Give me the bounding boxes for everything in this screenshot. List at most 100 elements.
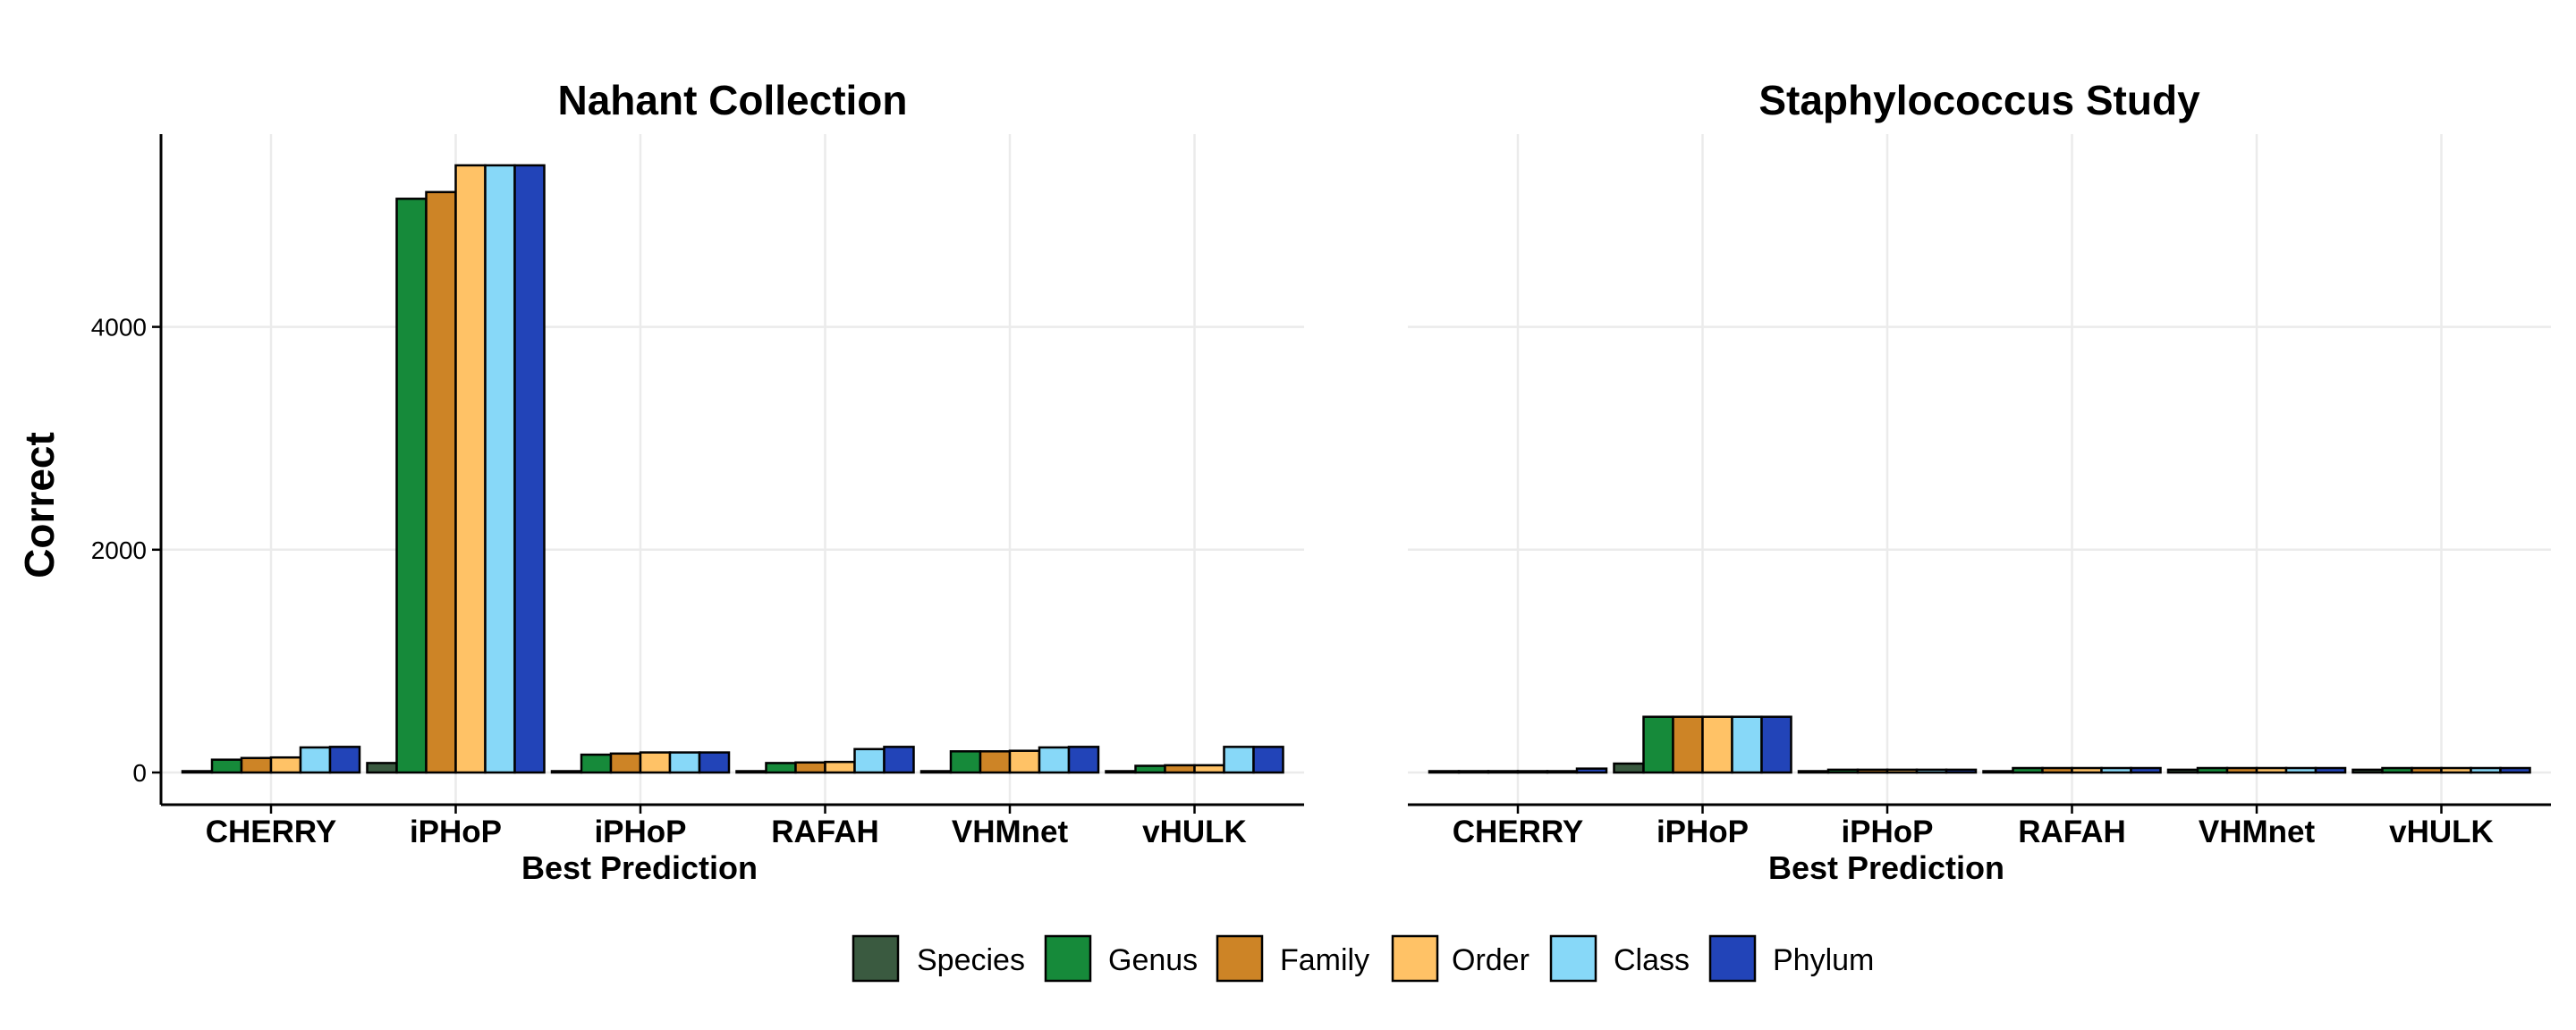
legend-label-species: Species [917,943,1025,977]
bar-class-1 [1731,715,1763,774]
bar-family-2 [609,752,642,774]
legend-swatch-species [852,934,900,983]
bar-class-2 [668,751,701,774]
x-tick-label: iPHoP [1841,815,1933,849]
bar-family-2 [1856,768,1889,774]
bar-species-1 [1613,762,1645,774]
bar-order-0 [1516,770,1549,774]
bar-family-3 [794,761,826,774]
bar-species-2 [550,770,583,774]
legend-label-family: Family [1280,943,1369,977]
bar-species-4 [2166,768,2199,774]
x-tick-label: iPHoP [1657,815,1749,849]
bar-class-0 [299,746,332,774]
grid [1408,134,2551,805]
legend-swatch-phylum [1708,934,1757,983]
legend: Species Genus Family Order Class Phylum [852,934,1874,983]
bar-species-0 [1428,770,1461,774]
chart-panel-1: 0 2000 4000 CHERRY iPHoP iPHoP RAFAH VHMnet vHUL… [91,77,1304,886]
chart-panels: 0 2000 4000 CHERRY iPHoP iPHoP RAFAH VHMnet vHUL… [91,77,2551,886]
bar-class-1 [484,164,516,774]
x-tick-label: vHULK [2389,815,2494,849]
legend-label-phylum: Phylum [1773,943,1874,977]
bar-species-2 [1797,770,1830,774]
y-axis-label: Correct [16,432,63,578]
bar-order-4 [2255,766,2288,774]
bar-species-5 [1105,770,1137,774]
bar-class-3 [2100,766,2132,774]
bar-phylum-2 [1945,768,1978,774]
bar-species-3 [1982,770,2014,774]
legend-swatch-family [1216,934,1264,983]
bar-class-4 [1038,746,1071,774]
bar-species-1 [366,762,398,774]
legend-label-genus: Genus [1108,943,1198,977]
legend-label-class: Class [1614,943,1690,977]
bar-genus-1 [1642,715,1674,774]
bar-genus-1 [395,198,428,774]
x-axis-title: Best Prediction [521,849,758,886]
bar-species-0 [181,770,214,774]
bar-order-5 [2440,766,2472,774]
bar-species-5 [2351,768,2384,774]
bar-genus-5 [1134,764,1166,774]
bar-family-0 [1487,770,1520,774]
chart-panel-2: CHERRY iPHoP iPHoP RAFAH VHMnet vHULK Staphylo… [1408,77,2551,886]
bar-genus-0 [210,758,243,774]
bar-order-4 [1008,749,1041,774]
bar-genus-4 [2196,766,2229,774]
x-tick-label: vHULK [1142,815,1247,849]
bar-phylum-0 [328,746,361,774]
x-tick-label: VHMnet [2199,815,2316,849]
bar-class-4 [2284,766,2318,774]
bar-genus-0 [1457,770,1490,774]
x-axis-title: Best Prediction [1768,849,2004,886]
bar-order-2 [1885,768,1919,774]
bar-genus-3 [2012,766,2044,774]
bar-phylum-5 [2499,766,2531,774]
bar-class-3 [853,747,886,774]
bar-phylum-3 [2130,766,2162,774]
bar-family-5 [1164,764,1196,774]
legend-label-order: Order [1452,943,1530,977]
bar-order-2 [639,751,672,774]
x-tick-label: CHERRY [206,815,337,849]
bars [1428,715,2531,774]
bar-phylum-5 [1252,746,1284,774]
bar-family-3 [2041,766,2073,774]
bar-order-0 [269,756,302,774]
x-tick-label: VHMnet [952,815,1069,849]
legend-swatch-class [1549,934,1597,983]
bar-genus-3 [765,762,797,774]
bar-family-4 [2225,766,2258,774]
bar-order-5 [1193,764,1225,774]
bar-order-3 [824,760,856,774]
y-tick-label: 0 [132,759,147,787]
x-tick-label: iPHoP [410,815,502,849]
bar-phylum-0 [1575,767,1608,774]
bar-genus-5 [2381,766,2413,774]
x-tick-label: iPHoP [594,815,686,849]
y-tick-label: 2000 [91,536,147,564]
legend-swatch-genus [1044,934,1092,983]
bar-class-2 [1915,768,1948,774]
bar-genus-4 [949,750,982,774]
bar-phylum-1 [1760,715,1792,774]
x-tick-label: CHERRY [1453,815,1584,849]
bar-phylum-4 [1067,746,1100,774]
bar-phylum-3 [883,746,915,774]
grid [161,134,1304,805]
bars [181,164,1284,774]
y-tick-label: 4000 [91,314,147,342]
bar-order-3 [2071,766,2103,774]
x-tick-label: RAFAH [771,815,879,849]
legend-swatch-order [1391,934,1439,983]
bar-species-3 [735,770,767,774]
bar-class-0 [1546,770,1579,774]
bar-family-5 [2411,766,2443,774]
bar-family-1 [1672,715,1704,774]
bar-genus-2 [580,753,613,774]
bar-family-1 [425,190,457,774]
bar-order-1 [1701,715,1733,774]
